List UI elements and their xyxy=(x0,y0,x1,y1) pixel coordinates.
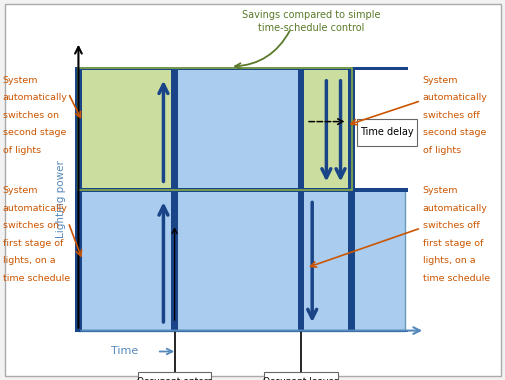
Bar xyxy=(75,330,407,332)
Text: of lights: of lights xyxy=(3,146,40,155)
Bar xyxy=(78,68,351,190)
Text: Savings compared to simple
time-schedule control: Savings compared to simple time-schedule… xyxy=(241,10,380,33)
Bar xyxy=(78,68,351,190)
Text: second stage: second stage xyxy=(3,128,66,138)
Text: Time: Time xyxy=(111,347,138,356)
Text: first stage of: first stage of xyxy=(3,239,63,248)
Text: Occupant enters
the space: Occupant enters the space xyxy=(137,377,212,380)
Text: switches off: switches off xyxy=(422,221,478,230)
Text: second stage: second stage xyxy=(422,128,485,138)
Text: lights, on a: lights, on a xyxy=(3,256,55,265)
Text: automatically: automatically xyxy=(3,93,67,103)
Bar xyxy=(347,68,355,331)
Text: automatically: automatically xyxy=(422,204,486,213)
Text: switches on: switches on xyxy=(3,221,59,230)
Text: automatically: automatically xyxy=(422,93,486,103)
Bar xyxy=(75,66,407,70)
FancyBboxPatch shape xyxy=(137,372,211,380)
Text: time schedule: time schedule xyxy=(3,274,70,283)
FancyBboxPatch shape xyxy=(356,119,417,146)
Text: first stage of: first stage of xyxy=(422,239,482,248)
Text: System: System xyxy=(422,76,457,85)
Bar xyxy=(174,68,300,190)
Bar xyxy=(75,188,407,192)
Text: Lighting power: Lighting power xyxy=(56,161,66,238)
Text: time schedule: time schedule xyxy=(422,274,489,283)
Text: Occupant leaves
the space: Occupant leaves the space xyxy=(263,377,338,380)
Text: switches on: switches on xyxy=(3,111,59,120)
Text: System: System xyxy=(3,76,38,85)
Bar xyxy=(297,68,304,331)
Bar xyxy=(78,190,404,331)
FancyBboxPatch shape xyxy=(264,372,337,380)
Text: lights, on a: lights, on a xyxy=(422,256,474,265)
FancyBboxPatch shape xyxy=(5,4,500,376)
Bar xyxy=(75,68,82,331)
Text: switches off: switches off xyxy=(422,111,478,120)
Text: Time delay: Time delay xyxy=(360,127,413,137)
Bar xyxy=(171,68,178,331)
Text: System: System xyxy=(3,186,38,195)
Text: automatically: automatically xyxy=(3,204,67,213)
Text: of lights: of lights xyxy=(422,146,460,155)
Text: System: System xyxy=(422,186,457,195)
